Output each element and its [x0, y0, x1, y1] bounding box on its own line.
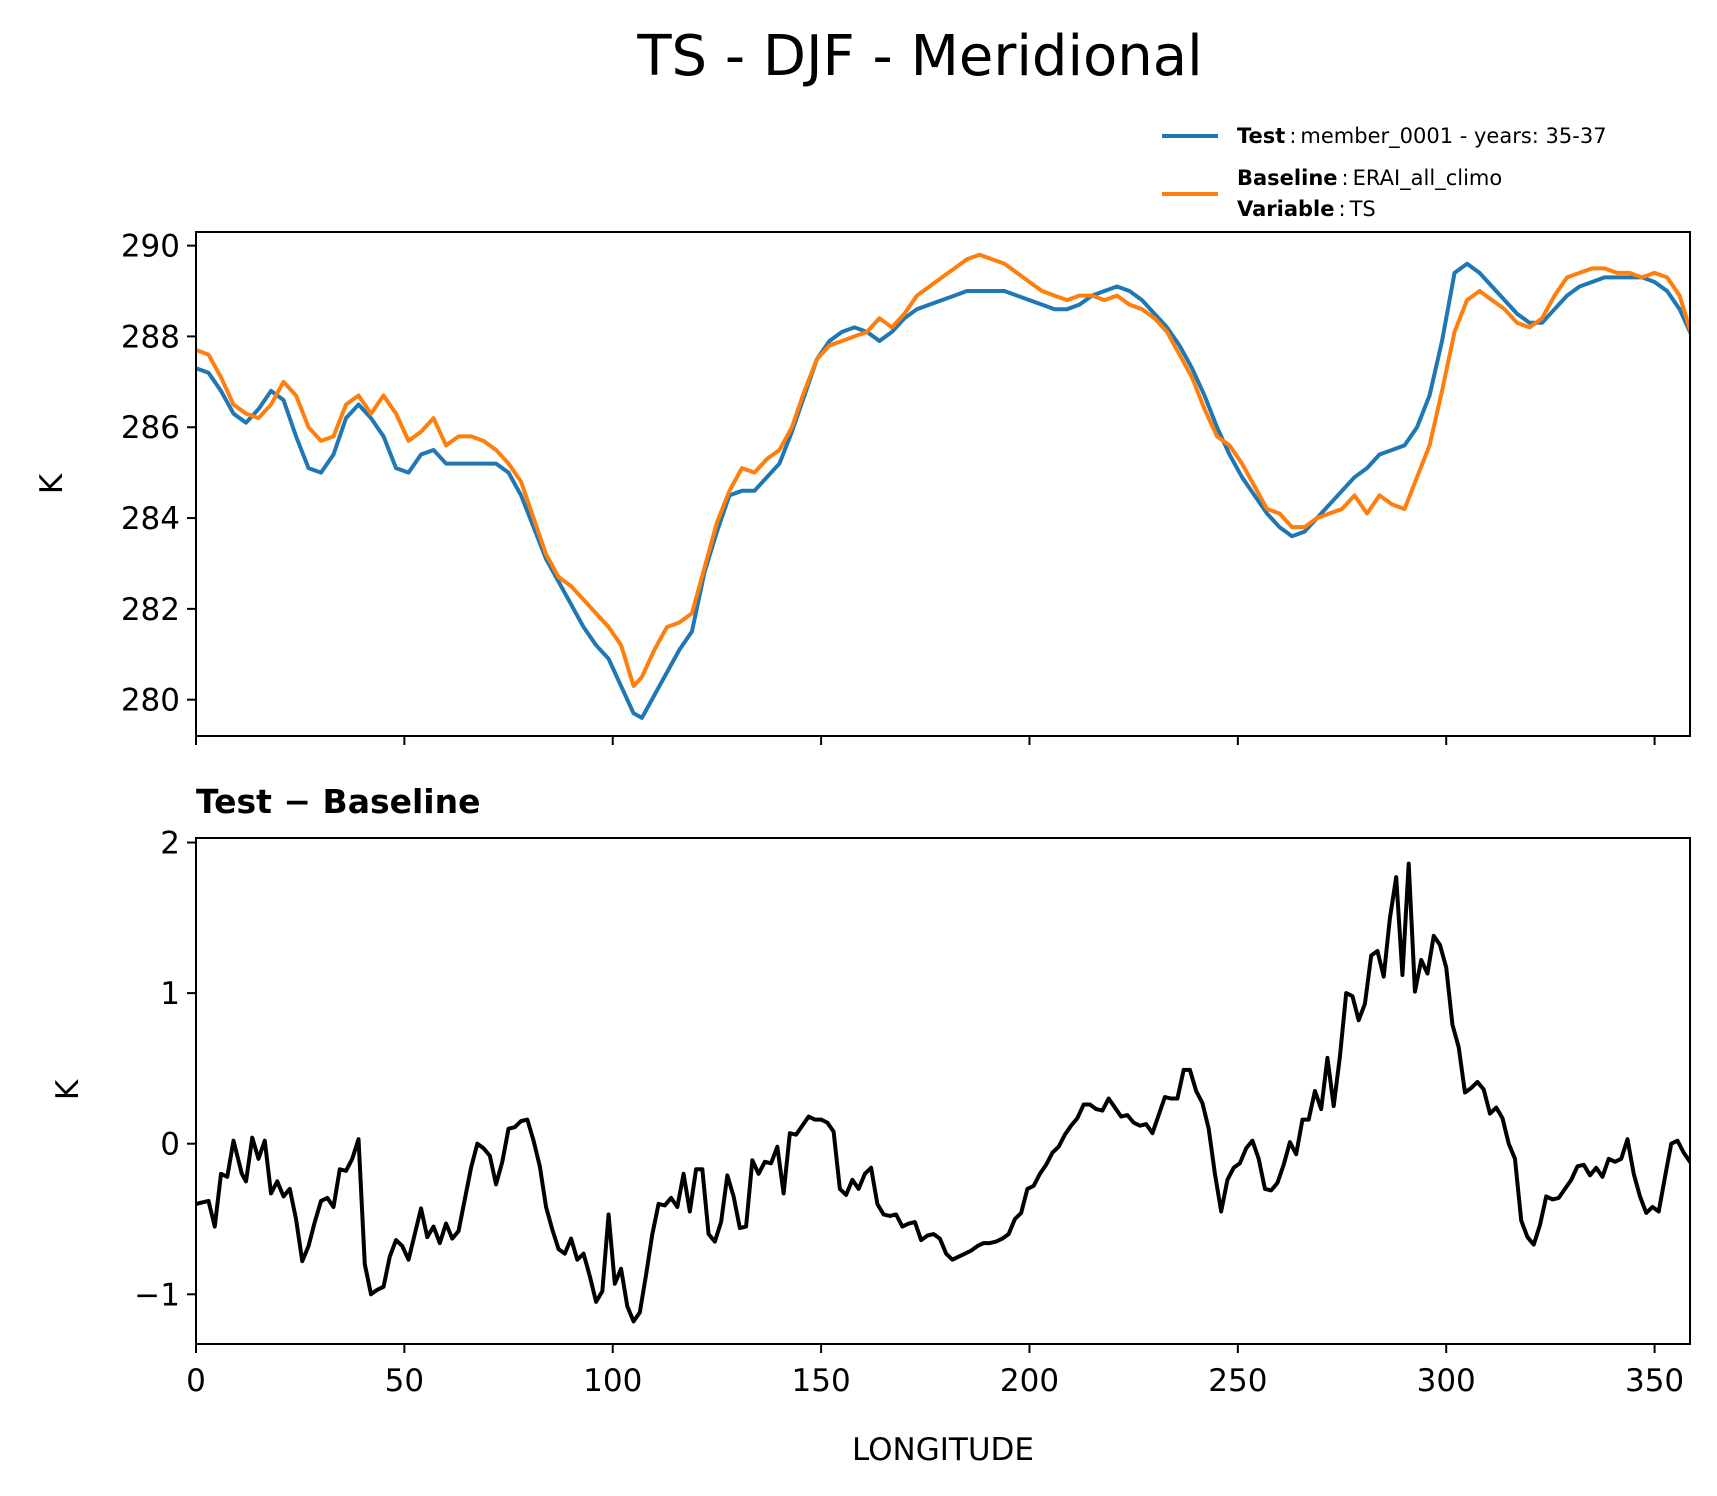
top-series-baseline-line: [196, 252, 1690, 689]
top-ytick-label: 286: [121, 410, 180, 446]
bottom-series-layer: [196, 861, 1690, 1324]
legend-variable-sep: :: [1338, 197, 1345, 221]
bottom-series-test-baseline-line: [196, 861, 1690, 1324]
bottom-xtick-label: 350: [1625, 1363, 1684, 1399]
figure-title: TS - DJF - Meridional: [636, 24, 1202, 89]
bottom-xtick-label: 250: [1208, 1363, 1267, 1399]
top-ylabel: K: [34, 473, 70, 494]
bottom-ytick-label: 1: [160, 976, 180, 1012]
top-axes: 280 282 284 286 288 290 K: [34, 229, 1691, 745]
legend-test-sep: :: [1289, 124, 1296, 148]
bottom-xtick-label: 300: [1417, 1363, 1476, 1399]
legend-baseline-value: ERAI_all_climo: [1353, 166, 1503, 191]
legend-test-text: Test: member_0001 - years: 35-37: [1237, 124, 1607, 149]
bottom-xticks: 0 50 100 150 200 250 300 350: [186, 1344, 1684, 1399]
top-ytick-label: 284: [121, 501, 180, 537]
bottom-ytick-label: −1: [134, 1277, 180, 1313]
top-ytick-label: 280: [121, 683, 180, 719]
bottom-subtitle: Test − Baseline: [196, 782, 481, 821]
top-xticks: [195, 736, 1656, 745]
legend-variable-value: TS: [1349, 197, 1376, 221]
top-yticks: 280 282 284 286 288 290: [121, 229, 196, 719]
legend-baseline-text: Baseline: ERAI_all_climo: [1237, 166, 1502, 191]
bottom-xtick-label: 150: [792, 1363, 851, 1399]
bottom-xtick-label: 100: [583, 1363, 642, 1399]
bottom-xlabel: LONGITUDE: [852, 1432, 1034, 1468]
top-ytick-label: 288: [121, 319, 180, 355]
legend: Test: member_0001 - years: 35-37 Baseline…: [1162, 124, 1607, 221]
top-ytick-label: 290: [121, 229, 180, 265]
legend-variable-key: Variable: [1237, 197, 1334, 221]
bottom-ylabel: K: [50, 1079, 86, 1100]
top-series-test-line: [196, 261, 1690, 720]
bottom-xtick-label: 200: [1000, 1363, 1059, 1399]
bottom-axes-frame: [195, 837, 1691, 1345]
bottom-axes: Test − Baseline −1 0 1 2 0 50 100 150 200 250 300…: [50, 782, 1691, 1468]
bottom-xtick-label: 50: [385, 1363, 424, 1399]
top-ytick-label: 282: [121, 592, 180, 628]
bottom-ytick-label: 2: [160, 826, 180, 862]
top-axes-frame: [195, 231, 1691, 737]
legend-baseline-sep: :: [1342, 166, 1349, 190]
top-series-layer: [196, 252, 1690, 720]
legend-baseline-key: Baseline: [1237, 166, 1338, 190]
bottom-ytick-label: 0: [160, 1127, 180, 1163]
legend-variable-text: Variable: TS: [1237, 197, 1376, 221]
legend-test-value: member_0001 - years: 35-37: [1300, 124, 1606, 149]
bottom-xtick-label: 0: [186, 1363, 206, 1399]
bottom-yticks: −1 0 1 2: [134, 826, 196, 1313]
legend-test-key: Test: [1237, 124, 1285, 148]
